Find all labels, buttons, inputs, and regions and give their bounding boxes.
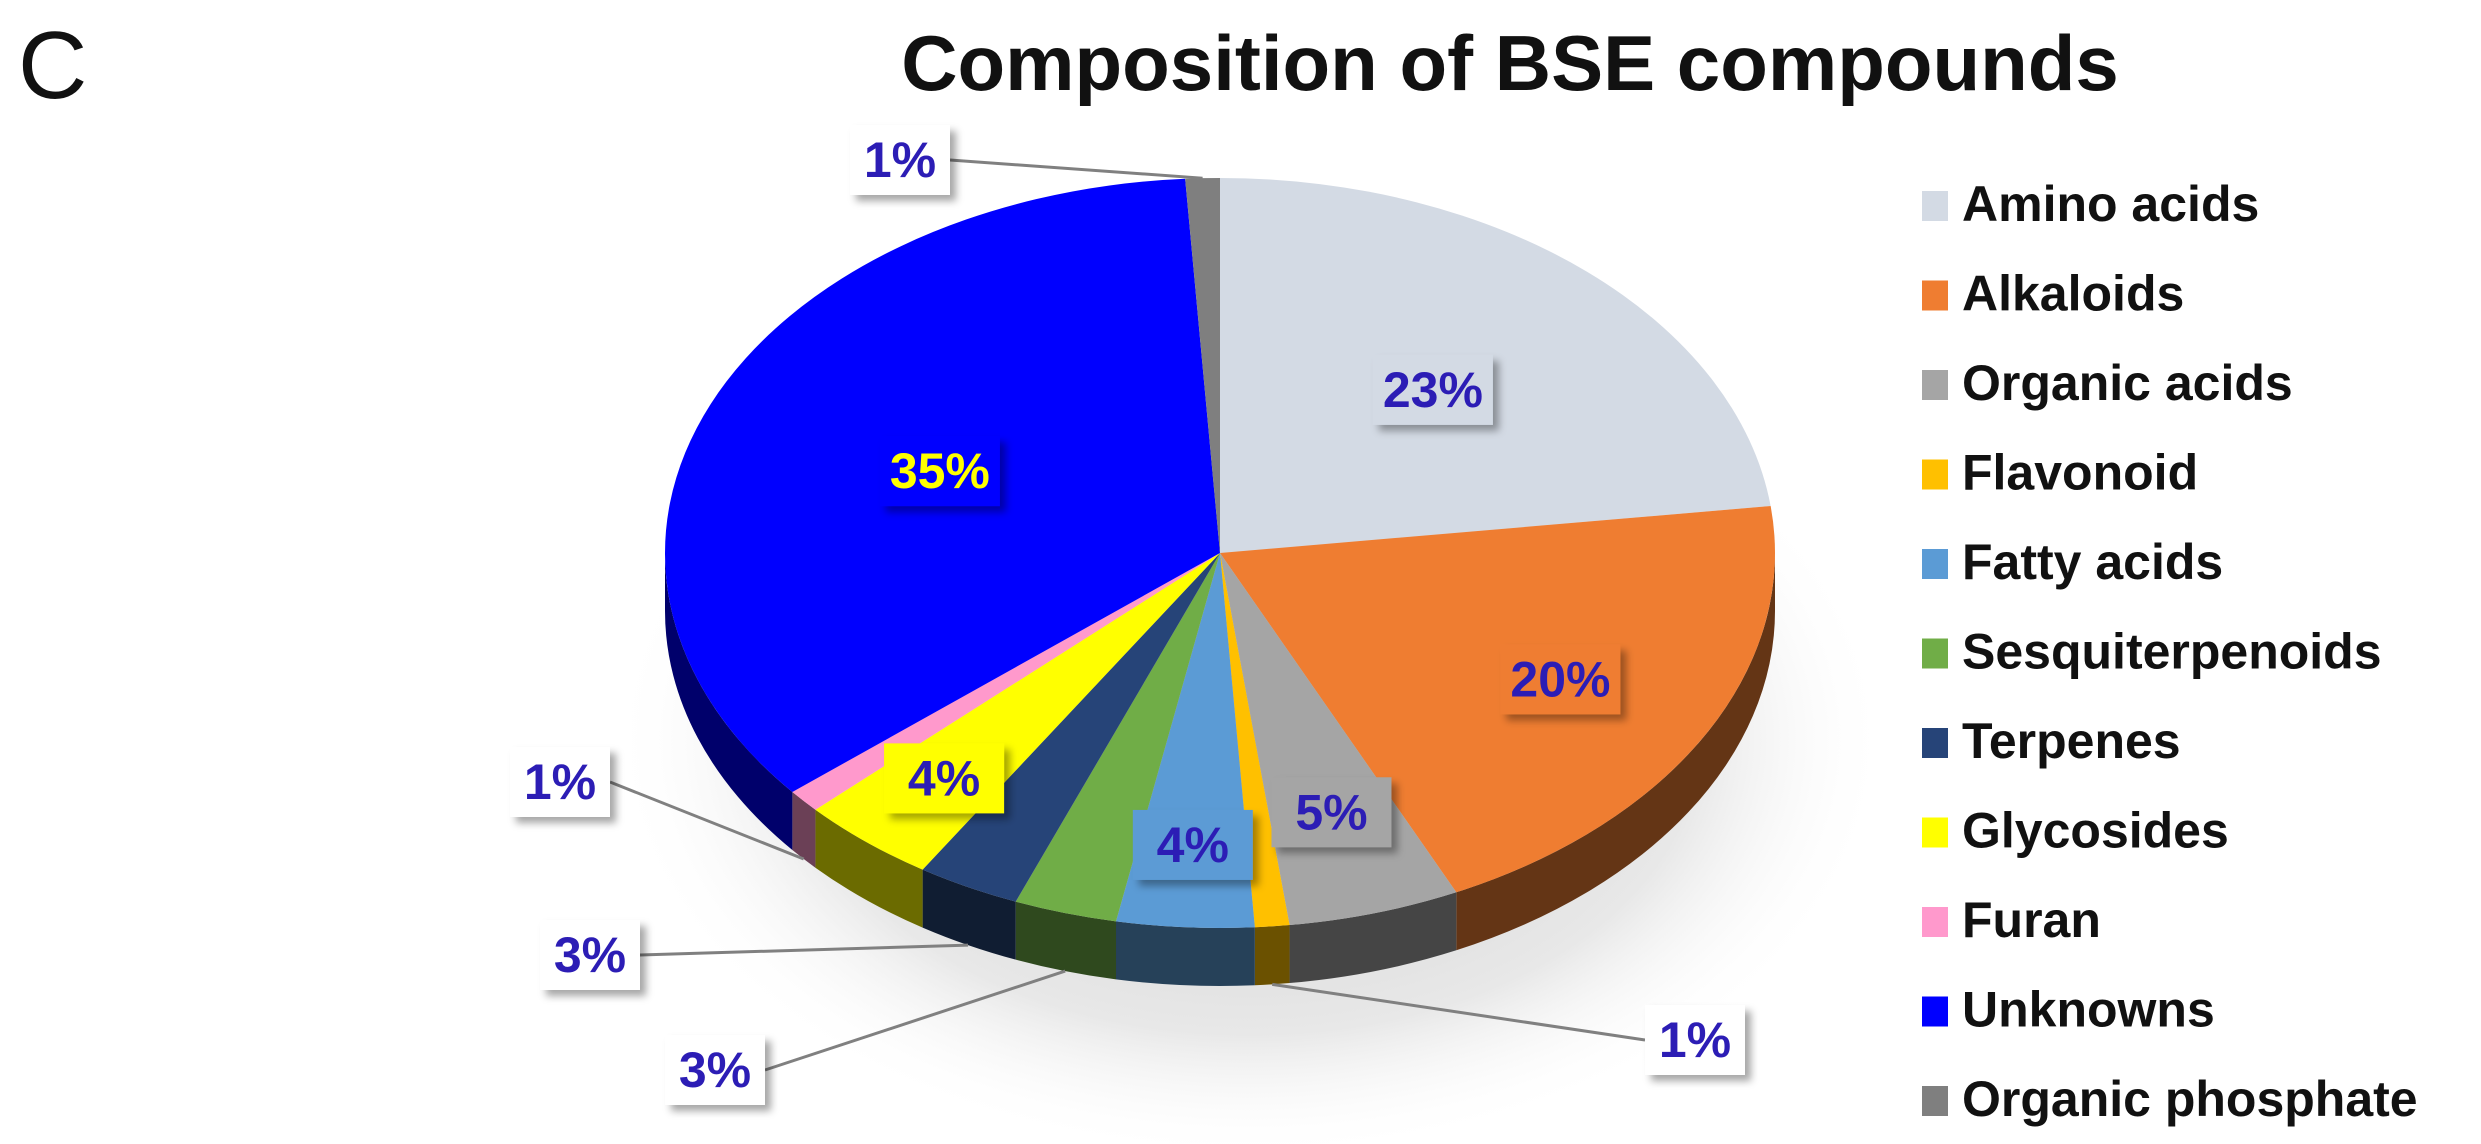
legend-label: Organic phosphate [1962, 1071, 2418, 1127]
data-label-text: 35% [890, 443, 990, 499]
legend-label: Fatty acids [1962, 534, 2223, 590]
legend-label: Alkaloids [1962, 266, 2184, 322]
legend-label: Unknowns [1962, 982, 2215, 1038]
pie-slice-terpenes [922, 553, 1220, 902]
data-label-amino-acids: 23% [1372, 354, 1493, 425]
pie-slice-organic-phosphate [1185, 178, 1220, 553]
data-label-box [665, 1035, 765, 1105]
legend-swatch [1922, 191, 1948, 221]
data-label-text: 4% [908, 750, 980, 806]
data-label-organic-acids: 5% [1271, 777, 1392, 848]
legend: Amino acids Alkaloids Organic acids Flavono… [1922, 176, 2418, 1127]
data-label-box [1645, 1005, 1745, 1075]
data-label-box [540, 920, 640, 990]
data-label-box [884, 743, 1005, 814]
pie-side-glycosides [815, 809, 923, 928]
pie-side-furan [792, 792, 816, 868]
data-label-box [1500, 644, 1621, 715]
data-label-box [1132, 809, 1253, 880]
data-label-fatty-acids: 4% [1132, 809, 1253, 880]
legend-swatch [1922, 817, 1948, 848]
chart-title: Composition of BSE compounds [901, 19, 2119, 107]
legend-label: Amino acids [1962, 176, 2259, 232]
data-label-box [510, 747, 610, 817]
legend-swatch [1922, 549, 1948, 579]
legend-swatch [1922, 638, 1948, 669]
legend-label: Flavonoid [1962, 445, 2198, 501]
legend-item-furan: Furan [1922, 892, 2101, 948]
legend-item-glycosides: Glycosides [1922, 803, 2229, 859]
pie-sides [665, 553, 1776, 987]
panel-letter: C [18, 12, 87, 119]
leader-line-organic-phosphate [949, 158, 1203, 180]
data-label-box [879, 436, 1000, 507]
legend-item-sesquiterpenoids: Sesquiterpenoids [1922, 624, 2382, 680]
legend-item-organic-phosphate: Organic phosphate [1922, 1071, 2418, 1127]
legend-label: Terpenes [1962, 713, 2181, 769]
data-label-flavonoid: 1% [1645, 1005, 1745, 1075]
data-label-unknowns: 35% [879, 436, 1000, 507]
pie-slice-alkaloids [1220, 506, 1775, 893]
legend-label: Sesquiterpenoids [1962, 624, 2382, 680]
leader-line-terpenes [639, 943, 969, 957]
data-label-terpenes: 3% [540, 920, 640, 990]
data-label-text: 3% [554, 927, 626, 983]
legend-swatch [1922, 280, 1948, 311]
data-label-text: 5% [1295, 784, 1367, 840]
data-label-furan: 1% [510, 747, 610, 817]
legend-swatch [1922, 1086, 1948, 1116]
legend-item-unknowns: Unknowns [1922, 982, 2215, 1038]
legend-swatch [1922, 370, 1948, 400]
data-label-box [850, 125, 950, 195]
data-label-text: 1% [1659, 1012, 1731, 1068]
legend-item-fatty-acids: Fatty acids [1922, 534, 2223, 590]
legend-swatch [1922, 728, 1948, 758]
legend-item-flavonoid: Flavonoid [1922, 445, 2198, 501]
legend-item-organic-acids: Organic acids [1922, 355, 2293, 411]
pie-side-sesquiterpenoids [1015, 901, 1117, 980]
pie-side-organic-acids [1289, 892, 1457, 984]
legend-label: Glycosides [1962, 803, 2229, 859]
label-leader-lines [609, 158, 1646, 1072]
data-label-text: 20% [1510, 651, 1610, 707]
legend-item-amino-acids: Amino acids [1922, 176, 2259, 232]
data-label-glycosides: 4% [884, 743, 1005, 814]
pie-slice-sesquiterpenoids [1015, 553, 1220, 922]
pie-slice-amino-acids [1220, 178, 1771, 553]
legend-item-terpenes: Terpenes [1922, 713, 2181, 769]
pie-side-fatty-acids [1116, 921, 1255, 987]
legend-item-alkaloids: Alkaloids [1922, 266, 2184, 322]
legend-label: Furan [1962, 892, 2101, 948]
data-label-text: 1% [864, 132, 936, 188]
data-label-text: 23% [1383, 362, 1483, 418]
legend-label: Organic acids [1962, 355, 2293, 411]
data-label-organic-phosphate: 1% [850, 125, 950, 195]
data-label-text: 3% [679, 1042, 751, 1098]
data-label-box [1271, 777, 1392, 848]
data-label-sesquiterpenoids: 3% [665, 1035, 765, 1105]
pie-side-flavonoid [1254, 925, 1290, 986]
data-label-box [1372, 354, 1493, 425]
data-label-text: 4% [1157, 817, 1229, 873]
pie-side-alkaloids [1456, 553, 1776, 951]
data-label-alkaloids: 20% [1500, 644, 1621, 715]
legend-swatch [1922, 459, 1948, 490]
data-labels: 23% 20% 5% 4% 4% 35% 1% 1% 3% 3% 1% [510, 125, 1745, 1105]
leader-line-sesquiterpenoids [764, 969, 1066, 1072]
pie-side-unknowns [665, 553, 793, 851]
leader-line-flavonoid [1272, 982, 1646, 1042]
leader-line-furan [609, 780, 805, 861]
pie-side-terpenes [922, 869, 1016, 960]
legend-swatch [1922, 996, 1948, 1027]
legend-swatch [1922, 907, 1948, 937]
data-label-text: 1% [524, 754, 596, 810]
